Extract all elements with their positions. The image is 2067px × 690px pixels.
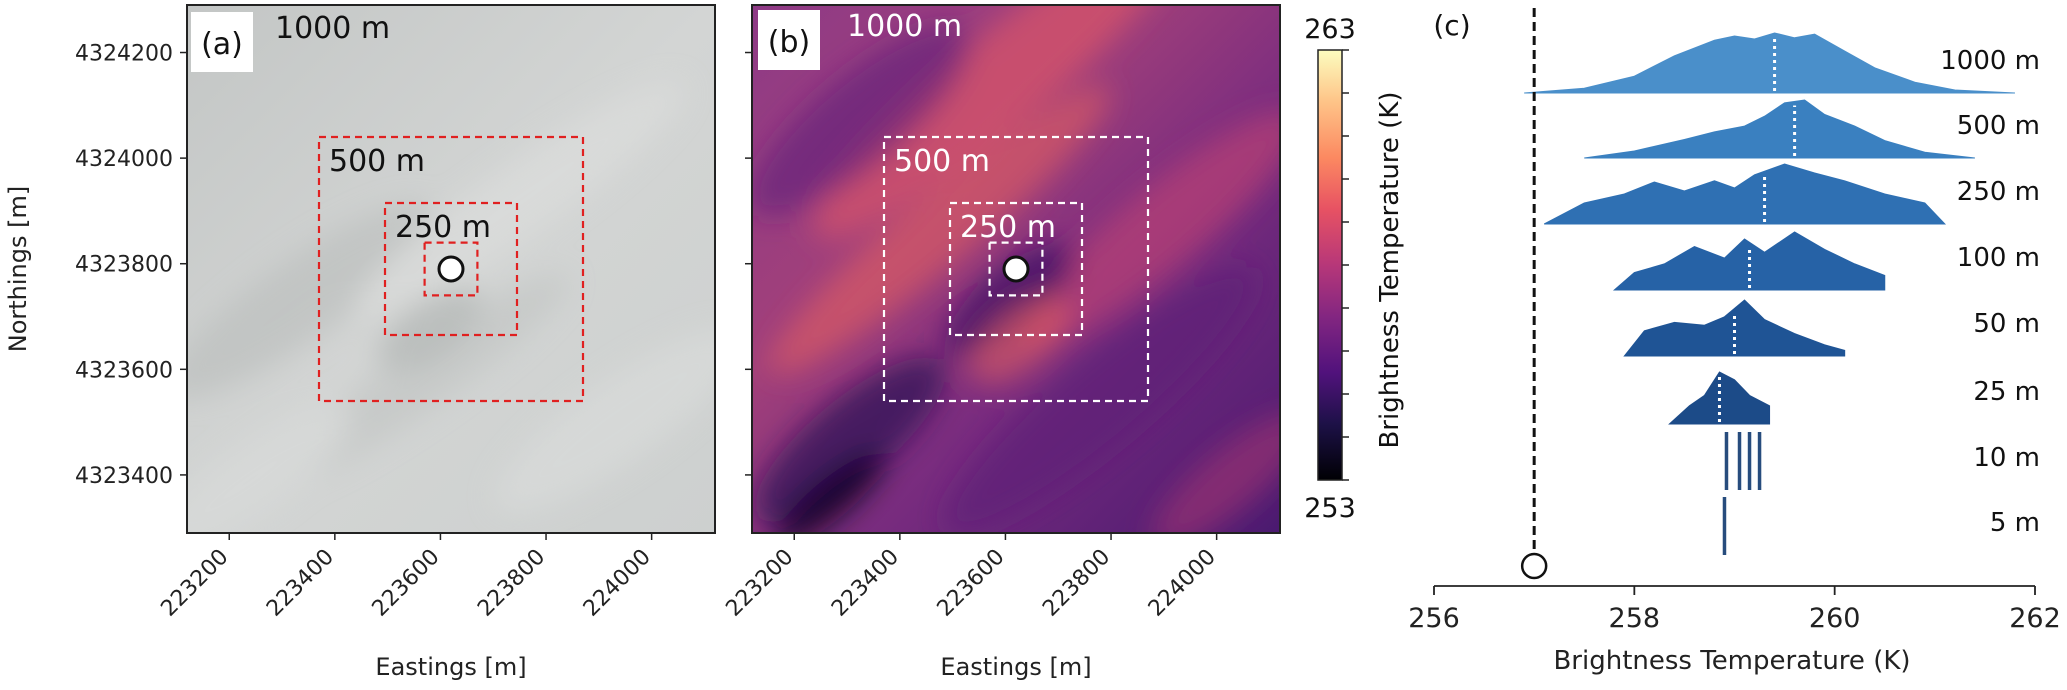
x-tick-label: 223200 [156,545,233,622]
box-250m [948,201,1084,337]
panel-a-frame [186,4,716,534]
x-tick-label: 223200 [721,545,798,622]
panel-b-x-label: Eastings [m] [940,653,1091,681]
colorbar-max-label: 263 [1304,14,1356,45]
panel-b-boxes: 500 m 250 m [882,135,1150,403]
colorbar-ticks [1342,49,1349,481]
ridge-500m: 500 m [1584,99,2040,159]
panel-b-image [752,5,1280,533]
x-tick-label: 223600 [933,545,1010,622]
panel-a-x-ticks: 223200 223400 223600 223800 224000 [156,533,656,622]
panel-a-x-label: Eastings [m] [375,653,526,681]
panel-a-y-ticks: 4323400 4323600 4323800 4324000 4324200 [75,42,187,489]
box-inner [423,241,479,297]
ridge-label: 5 m [1990,508,2040,538]
box-label: 250 m [960,210,1056,245]
ridge-area [1612,231,1886,291]
reference-marker [1520,552,1548,580]
panel-a-y-label: Northings [m] [4,186,32,352]
x-tick-label: 262 [2009,603,2061,634]
y-tick-label: 4323800 [75,253,173,278]
box-label: 500 m [329,144,425,179]
x-tick-label: 223800 [473,545,550,622]
colorbar [1317,49,1343,481]
site-marker [1002,255,1030,283]
panel-b-label-bg [758,10,820,70]
panel-a-image [187,5,715,533]
box-500m [317,135,585,403]
ridge-area [1524,32,2015,94]
ridge-25m: 25 m [1668,371,2040,425]
x-tick-label: 256 [1408,603,1460,634]
site-marker [437,255,465,283]
ridge-label: 500 m [1957,111,2040,141]
colorbar-label: Brightness Temperature (K) [1375,91,1405,448]
x-tick-label: 223400 [262,545,339,622]
panel-c-x-label: Brightness Temperature (K) [1553,646,1910,676]
panel-b-x-ticks: 223200 223400 223600 223800 224000 [721,533,1221,622]
box-label: 500 m [894,144,990,179]
panel-a: (a) 1000 m 500 m 250 m 223200 223400 223600… [4,4,716,681]
y-tick-label: 4323400 [75,464,173,489]
ridge-label: 10 m [1973,443,2040,473]
panel-c-reference [1520,8,1548,580]
ridge-5m: 5 m [1722,497,2040,555]
panel-c-x-ticks: 256 258 260 262 [1408,586,2061,634]
panel-a-boxes: 500 m 250 m [317,135,585,403]
ridge-label: 25 m [1973,377,2040,407]
panel-a-title: 1000 m [275,11,390,46]
x-tick-label: 224000 [1144,545,1221,622]
y-tick-label: 4323600 [75,358,173,383]
ridge-label: 1000 m [1940,46,2040,76]
ridge-10m: 10 m [1724,432,2040,490]
panel-b-label: (b) [768,25,810,60]
x-tick-label: 223400 [827,545,904,622]
y-tick-label: 4324000 [75,147,173,172]
panel-b: (b) 1000 m 500 m 250 m 223200 223400 223600… [721,4,1405,681]
ridge-area [1623,299,1846,357]
ridge-label: 100 m [1957,243,2040,273]
y-tick-label: 4324200 [75,42,173,67]
ridge-1000m: 1000 m [1524,32,2040,94]
panel-a-label: (a) [201,27,243,62]
panel-c: (c) 1000 m 500 m 250 m 100 m 50 m 25 m 10 m 5 m… [1408,8,2061,676]
ridge-label: 250 m [1957,177,2040,207]
x-tick-label: 260 [1809,603,1861,634]
box-500m [882,135,1150,403]
panel-b-frame [751,4,1281,534]
colorbar-min-label: 253 [1304,493,1356,524]
x-tick-label: 224000 [579,545,656,622]
ridge-100m: 100 m [1612,231,2040,291]
ridge-label: 50 m [1973,309,2040,339]
box-label: 250 m [395,210,491,245]
box-250m [383,201,519,337]
ridge-area [1543,163,1947,225]
ridge-50m: 50 m [1623,299,2040,357]
ridge-250m: 250 m [1543,163,2040,225]
ridge-area [1584,99,1975,159]
x-tick-label: 258 [1609,603,1661,634]
panel-b-y-ticks [745,51,752,476]
panel-b-title: 1000 m [847,9,962,44]
x-tick-label: 223800 [1038,545,1115,622]
panel-c-label: (c) [1433,9,1470,42]
box-inner [988,241,1044,297]
panel-a-label-bg [191,12,253,72]
panel-c-ridges: 1000 m 500 m 250 m 100 m 50 m 25 m 10 m 5 m [1524,32,2040,555]
x-tick-label: 223600 [368,545,445,622]
